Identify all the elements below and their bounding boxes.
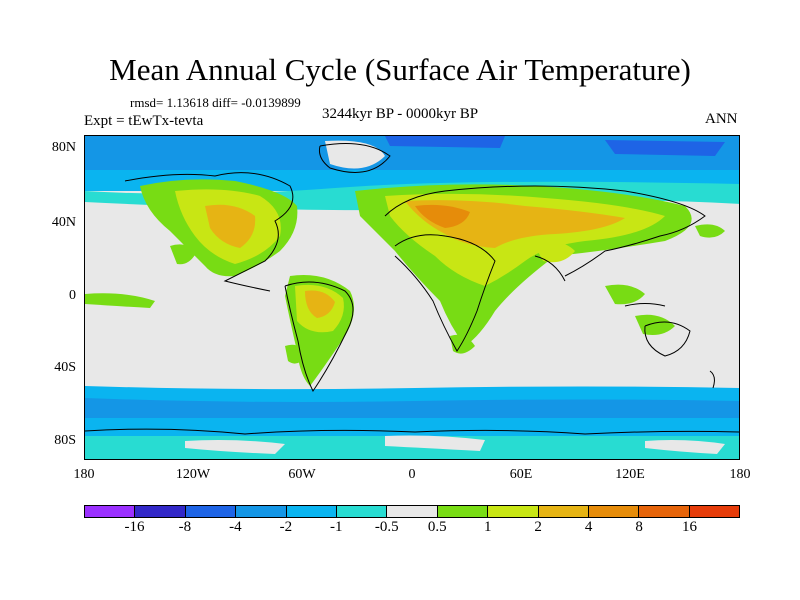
colorbar-swatch <box>135 506 186 517</box>
colorbar-swatch <box>185 506 237 517</box>
scattered-warming-patches <box>85 224 725 364</box>
lat-label-80s: 80S <box>54 433 76 448</box>
colorbar-tick-label: -2 <box>279 519 293 535</box>
temperature-anomaly-map <box>85 136 739 459</box>
colorbar-swatch <box>336 506 388 517</box>
lon-label-180w: 180 <box>73 467 95 482</box>
lat-label-0: 0 <box>69 288 76 303</box>
map-title: Mean Annual Cycle (Surface Air Temperatu… <box>109 52 691 87</box>
lon-label-60w: 60W <box>288 467 316 482</box>
colorbar-tick-label: 16 <box>682 519 698 535</box>
lat-label-40n: 40N <box>51 215 76 230</box>
lon-label-180e: 180 <box>729 467 751 482</box>
lon-label-60e: 60E <box>509 467 533 482</box>
lat-label-80n: 80N <box>51 140 76 155</box>
eurasia-africa-warming <box>355 184 692 346</box>
colorbar <box>84 505 740 518</box>
lon-label-120e: 120E <box>615 467 645 482</box>
colorbar-tick-label: -16 <box>124 519 145 535</box>
colorbar-tick-label: -8 <box>178 519 192 535</box>
lon-label-120w: 120W <box>175 467 211 482</box>
colorbar-tick-label: 1 <box>483 519 492 535</box>
colorbar-tick-label: -1 <box>330 519 343 535</box>
colorbar-swatch <box>236 506 287 517</box>
colorbar-swatch <box>286 506 337 517</box>
colorbar-swatch <box>437 506 489 517</box>
colorbar-swatch <box>387 506 438 517</box>
antarctic-cooling-region <box>85 386 739 459</box>
experiment-label: Expt = tEwTx-tevta <box>84 113 204 129</box>
colorbar-swatch <box>588 506 640 517</box>
lat-label-40s: 40S <box>54 360 76 375</box>
colorbar-tick-label: 8 <box>635 519 643 535</box>
lon-label-0: 0 <box>408 467 416 482</box>
colorbar-tick-label: 2 <box>534 519 542 535</box>
colorbar-swatch <box>639 506 690 517</box>
colorbar-tick-label: 0.5 <box>427 519 447 535</box>
north-america-warming <box>140 179 298 277</box>
colorbar-tick-label: 4 <box>584 519 593 535</box>
colorbar-swatch <box>85 506 136 517</box>
stats-text: rmsd= 1.13618 diff= -0.0139899 <box>130 95 301 110</box>
season-label: ANN <box>705 111 738 127</box>
colorbar-tick-label: -0.5 <box>374 519 399 535</box>
colorbar-tick-label: -4 <box>229 519 242 535</box>
colorbar-swatch <box>538 506 589 517</box>
period-label: 3244kyr BP - 0000kyr BP <box>322 106 479 122</box>
map-panel <box>84 135 740 460</box>
coastlines <box>85 143 739 435</box>
colorbar-swatch <box>689 506 740 517</box>
colorbar-swatch <box>488 506 539 517</box>
